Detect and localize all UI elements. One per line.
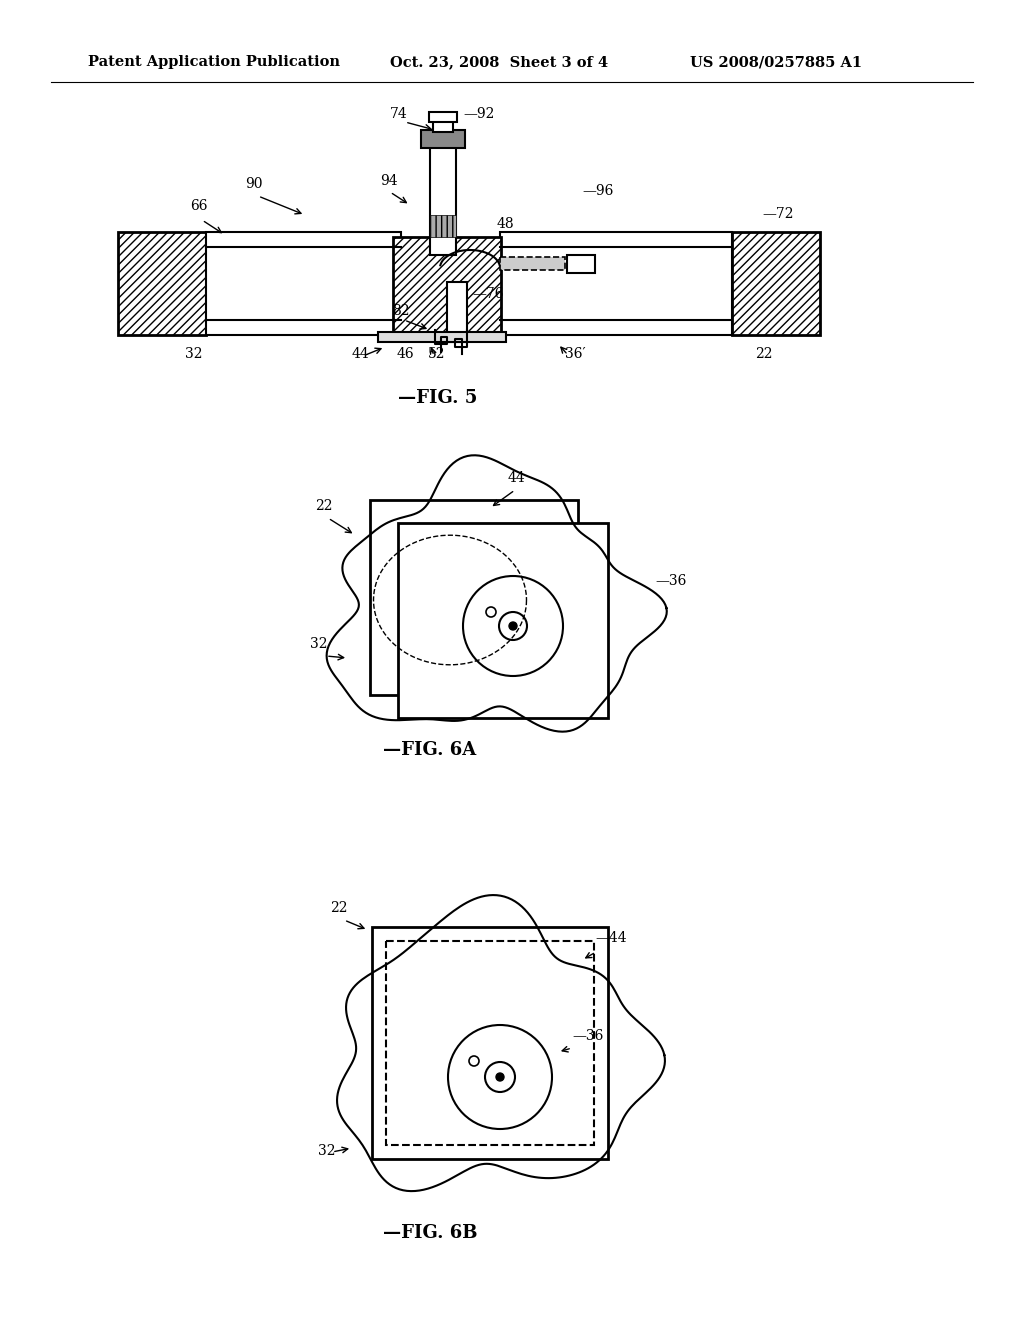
- Bar: [567, 255, 595, 273]
- Text: 36′: 36′: [565, 347, 586, 360]
- Bar: [433, 120, 453, 132]
- Text: 22: 22: [755, 347, 772, 360]
- Text: 32: 32: [318, 1144, 336, 1158]
- Circle shape: [485, 1063, 515, 1092]
- Bar: [421, 129, 465, 148]
- Text: 44: 44: [508, 471, 525, 484]
- Bar: [398, 523, 608, 718]
- Text: —FIG. 5: —FIG. 5: [398, 389, 477, 407]
- Text: 32: 32: [310, 638, 328, 651]
- Text: Patent Application Publication: Patent Application Publication: [88, 55, 340, 69]
- Text: —FIG. 6B: —FIG. 6B: [383, 1224, 477, 1242]
- Circle shape: [463, 576, 563, 676]
- Bar: [500, 232, 732, 335]
- Text: —44: —44: [595, 931, 627, 945]
- Circle shape: [496, 1073, 504, 1081]
- Text: —96: —96: [582, 183, 613, 198]
- Circle shape: [486, 607, 496, 616]
- Text: 82: 82: [392, 304, 410, 318]
- Text: —76: —76: [472, 286, 504, 301]
- Bar: [429, 112, 457, 121]
- Text: Oct. 23, 2008  Sheet 3 of 4: Oct. 23, 2008 Sheet 3 of 4: [390, 55, 608, 69]
- Text: 90: 90: [245, 177, 262, 191]
- Bar: [206, 232, 401, 335]
- Text: 74: 74: [390, 107, 408, 121]
- Bar: [500, 257, 565, 271]
- Text: —36: —36: [572, 1030, 603, 1043]
- Text: 94: 94: [380, 174, 397, 187]
- Text: 46: 46: [397, 347, 415, 360]
- Circle shape: [509, 622, 517, 630]
- Text: —92: —92: [463, 107, 495, 121]
- Bar: [386, 941, 594, 1144]
- Text: —72: —72: [762, 207, 794, 220]
- Bar: [370, 500, 578, 696]
- Text: 22: 22: [315, 499, 333, 513]
- Bar: [732, 232, 820, 335]
- Text: 32: 32: [185, 347, 203, 360]
- Circle shape: [449, 1026, 552, 1129]
- Text: US 2008/0257885 A1: US 2008/0257885 A1: [690, 55, 862, 69]
- Circle shape: [499, 612, 527, 640]
- Text: 22: 22: [330, 902, 347, 915]
- Circle shape: [469, 1056, 479, 1067]
- Text: 48: 48: [497, 216, 515, 231]
- Bar: [393, 238, 501, 335]
- Bar: [372, 927, 608, 1159]
- Bar: [447, 282, 467, 342]
- Bar: [430, 140, 456, 255]
- Bar: [118, 232, 206, 335]
- Text: 66: 66: [190, 199, 208, 213]
- Text: —FIG. 6A: —FIG. 6A: [383, 741, 476, 759]
- Bar: [430, 215, 456, 238]
- Text: —36: —36: [655, 574, 686, 587]
- Text: 44: 44: [352, 347, 370, 360]
- Bar: [378, 333, 506, 342]
- Text: 52: 52: [428, 347, 445, 360]
